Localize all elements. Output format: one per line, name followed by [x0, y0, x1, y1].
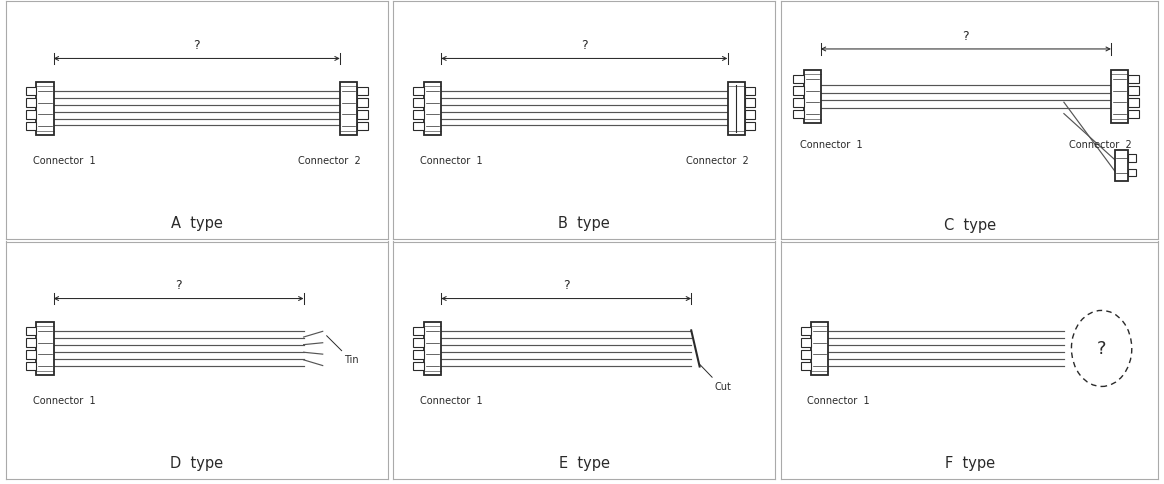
Text: A  type: A type	[171, 215, 222, 230]
Bar	[1128, 155, 1136, 163]
Text: ?: ?	[193, 39, 200, 52]
Bar	[413, 362, 424, 371]
Text: Tin: Tin	[345, 354, 360, 364]
Bar	[1128, 99, 1138, 107]
Bar	[1128, 110, 1138, 119]
Bar	[745, 87, 755, 96]
Bar	[1110, 71, 1128, 123]
Text: E  type: E type	[559, 455, 610, 470]
Text: Connector  2: Connector 2	[298, 156, 361, 166]
Bar	[26, 327, 36, 335]
Bar	[413, 122, 424, 131]
Bar	[745, 111, 755, 119]
Bar	[801, 362, 811, 371]
Bar	[1128, 169, 1136, 177]
Bar	[793, 76, 803, 84]
Bar	[26, 111, 36, 119]
Text: Connector  2: Connector 2	[1069, 140, 1131, 150]
Bar	[413, 111, 424, 119]
Bar	[413, 327, 424, 335]
Bar	[801, 350, 811, 359]
Text: ?: ?	[963, 30, 970, 43]
Bar	[36, 323, 54, 375]
Bar	[26, 339, 36, 347]
Text: Connector  1: Connector 1	[420, 395, 483, 405]
Bar	[357, 87, 368, 96]
Text: Cut: Cut	[715, 381, 732, 391]
Text: Connector  1: Connector 1	[33, 395, 95, 405]
Text: Connector  1: Connector 1	[33, 156, 95, 166]
Bar	[1128, 76, 1138, 84]
Bar	[26, 122, 36, 131]
Text: Connector  1: Connector 1	[808, 395, 870, 405]
Bar	[26, 87, 36, 96]
Bar	[26, 99, 36, 107]
Text: Connector  1: Connector 1	[420, 156, 483, 166]
Bar	[357, 111, 368, 119]
Bar	[340, 83, 357, 135]
Bar	[424, 83, 441, 135]
Bar	[801, 339, 811, 347]
Bar	[1115, 151, 1128, 182]
Bar	[36, 83, 54, 135]
Bar	[793, 110, 803, 119]
Bar	[793, 87, 803, 96]
Bar	[413, 350, 424, 359]
Text: D  type: D type	[170, 455, 223, 470]
Bar	[745, 122, 755, 131]
Text: ?: ?	[1096, 340, 1106, 358]
Bar	[357, 99, 368, 107]
Bar	[745, 99, 755, 107]
Bar	[357, 122, 368, 131]
Text: C  type: C type	[944, 218, 995, 233]
Bar	[1128, 87, 1138, 96]
Bar	[811, 323, 829, 375]
Bar	[26, 350, 36, 359]
Text: F  type: F type	[944, 455, 995, 470]
Text: ?: ?	[581, 39, 588, 52]
Bar	[793, 99, 803, 107]
Text: Connector  1: Connector 1	[800, 140, 863, 150]
Bar	[801, 327, 811, 335]
Bar	[26, 362, 36, 371]
Text: ?: ?	[563, 279, 569, 292]
Text: Connector  2: Connector 2	[686, 156, 748, 166]
Bar	[413, 87, 424, 96]
Bar	[413, 99, 424, 107]
Bar	[413, 339, 424, 347]
Text: ?: ?	[176, 279, 182, 292]
Bar	[424, 323, 441, 375]
Text: B  type: B type	[559, 215, 610, 230]
Bar	[728, 83, 745, 135]
Bar	[803, 71, 821, 123]
